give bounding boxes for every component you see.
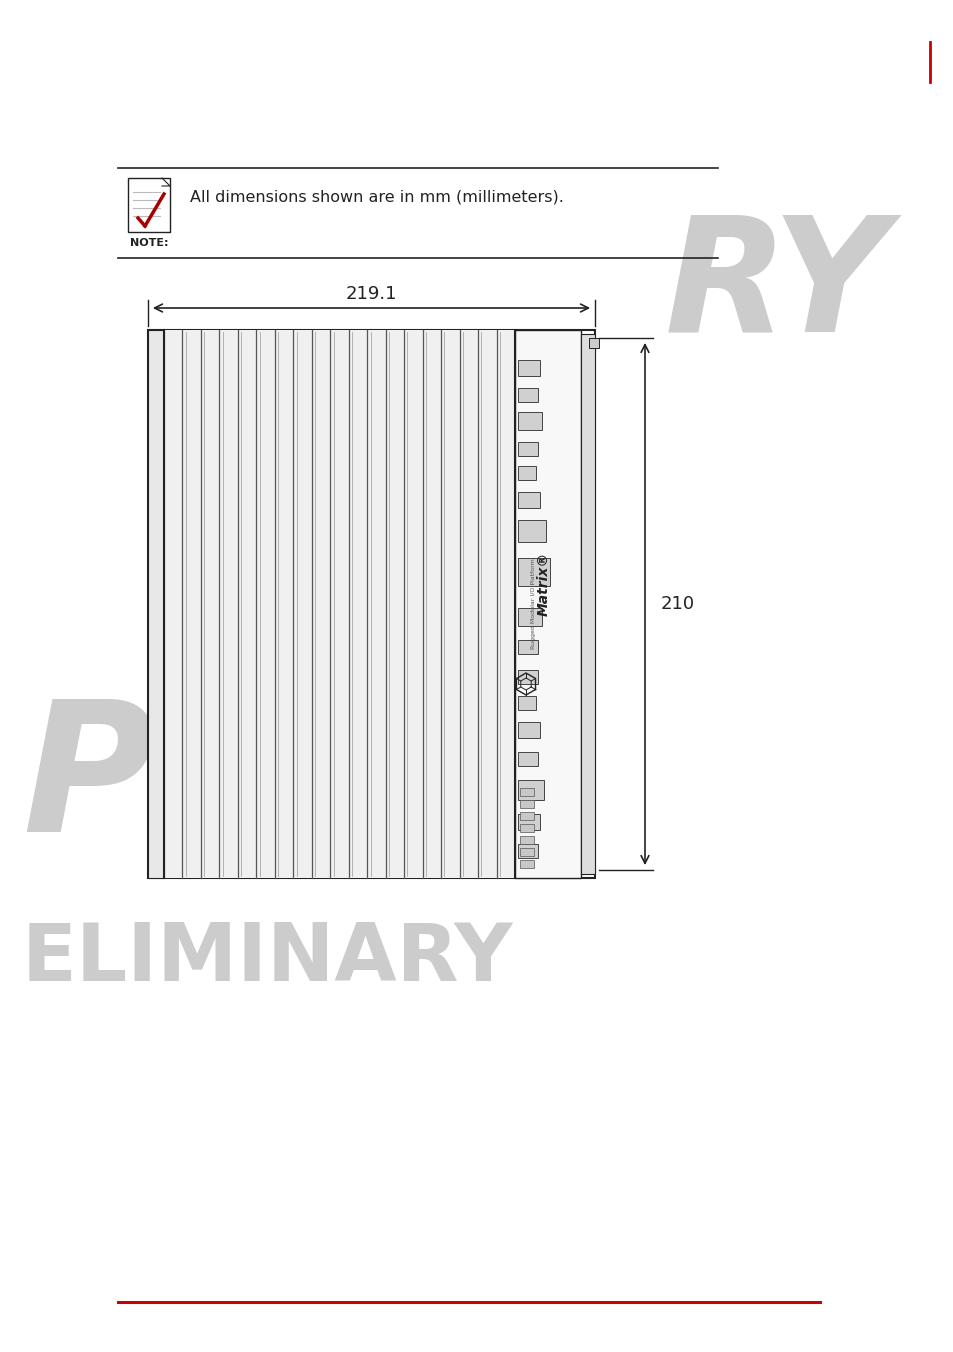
Bar [517, 780, 543, 800]
Bar [517, 360, 539, 376]
Bar [517, 388, 537, 402]
Bar [517, 492, 539, 508]
Bar [517, 722, 539, 738]
Bar [517, 814, 539, 830]
Bar [519, 813, 534, 821]
Bar [164, 330, 515, 877]
Bar [519, 848, 534, 856]
Bar [148, 330, 595, 877]
Bar [515, 330, 580, 877]
Bar [128, 178, 170, 233]
Text: Rugged Modular I/O Platform: Rugged Modular I/O Platform [531, 558, 536, 649]
Text: ELIMINARY: ELIMINARY [22, 919, 513, 998]
Bar [517, 558, 550, 585]
Bar [148, 330, 164, 877]
Bar [517, 696, 536, 710]
Text: PR: PR [22, 694, 293, 869]
Bar [517, 466, 536, 480]
Bar [517, 639, 537, 654]
Bar [519, 788, 534, 796]
Text: NOTE:: NOTE: [130, 238, 169, 247]
Bar [517, 412, 541, 430]
Text: 210: 210 [660, 595, 695, 612]
Text: Matrix®: Matrix® [537, 552, 551, 617]
Bar [588, 338, 598, 347]
Bar [519, 836, 534, 844]
Bar [517, 752, 537, 767]
Bar [519, 823, 534, 831]
Text: 219.1: 219.1 [345, 285, 396, 303]
Text: RY: RY [664, 210, 888, 365]
Bar [580, 334, 595, 873]
Bar [517, 521, 545, 542]
Bar [517, 608, 541, 626]
Bar [519, 800, 534, 808]
Bar [519, 860, 534, 868]
Bar [517, 671, 537, 684]
Text: All dimensions shown are in mm (millimeters).: All dimensions shown are in mm (millimet… [190, 191, 563, 206]
Bar [517, 442, 537, 456]
Bar [517, 844, 537, 859]
